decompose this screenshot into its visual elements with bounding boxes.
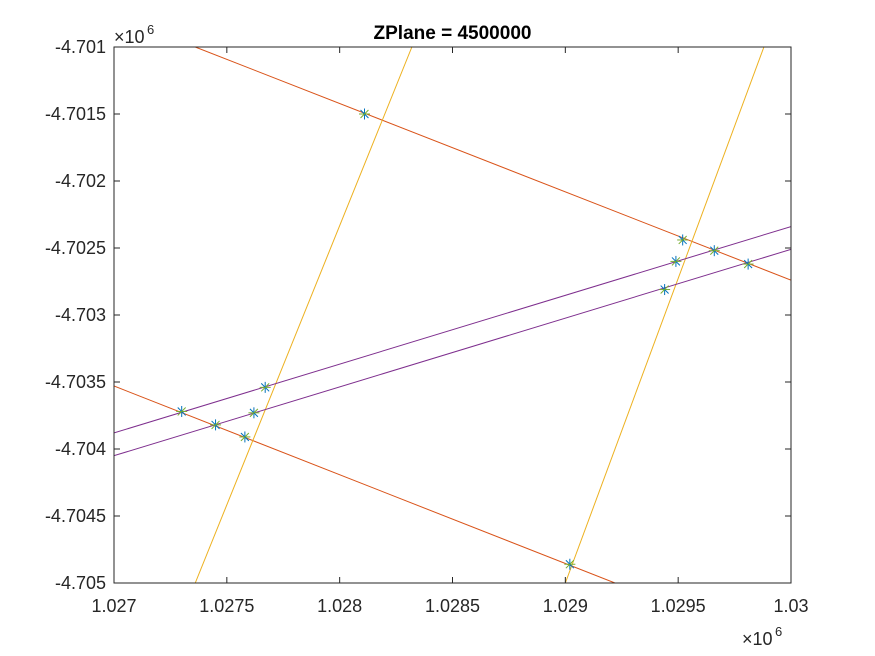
marker-point-10 (210, 419, 222, 431)
marker-point-4 (670, 255, 682, 267)
marker-point-11 (239, 431, 251, 443)
y-tick-label: -4.7045 (45, 506, 106, 526)
y-multiplier-exponent: 6 (147, 22, 154, 37)
chart-title: ZPlane = 4500000 (374, 23, 532, 44)
y-tick-label: -4.701 (55, 37, 106, 57)
marker-point-5 (742, 258, 754, 270)
y-axis: -4.701 -4.7015 -4.702 -4.7025 -4.703 -4.7035 -… (45, 37, 791, 593)
x-multiplier-exponent: 6 (775, 624, 782, 639)
x-tick-label: 1.028 (317, 596, 362, 616)
x-multiplier-base: ×10 (742, 629, 773, 649)
series-line-2 (114, 385, 616, 583)
series-line-3 (194, 47, 413, 583)
plot-area (114, 47, 791, 583)
marker-point-3 (708, 245, 720, 257)
y-tick-label: -4.705 (55, 573, 106, 593)
y-tick-label: -4.7035 (45, 372, 106, 392)
marker-point-8 (176, 405, 188, 417)
y-tick-label: -4.7025 (45, 238, 106, 258)
y-multiplier-base: ×10 (114, 27, 145, 47)
y-tick-label: -4.703 (55, 305, 106, 325)
x-tick-label: 1.029 (543, 596, 588, 616)
y-tick-label: -4.7015 (45, 104, 106, 124)
series-line-6 (114, 248, 791, 457)
series-line-4 (564, 47, 765, 583)
marker-point-6 (659, 284, 671, 296)
marker-point-7 (259, 381, 271, 393)
marker-point-1 (358, 108, 370, 120)
marker-point-12 (564, 558, 576, 570)
x-tick-label: 1.0275 (199, 596, 254, 616)
marker-point-9 (248, 407, 260, 419)
marker-point-2 (677, 234, 689, 246)
marker-layer (176, 108, 754, 570)
x-tick-label: 1.027 (91, 596, 136, 616)
x-tick-label: 1.03 (773, 596, 808, 616)
x-tick-label: 1.0295 (651, 596, 706, 616)
x-axis: 1.027 1.0275 1.028 1.0285 1.029 1.0295 1.03 (91, 47, 809, 616)
x-multiplier: ×10 6 (742, 624, 782, 649)
x-tick-label: 1.0285 (425, 596, 480, 616)
y-tick-label: -4.702 (55, 171, 106, 191)
y-tick-label: -4.704 (55, 439, 106, 459)
y-multiplier: ×10 6 (114, 22, 154, 47)
